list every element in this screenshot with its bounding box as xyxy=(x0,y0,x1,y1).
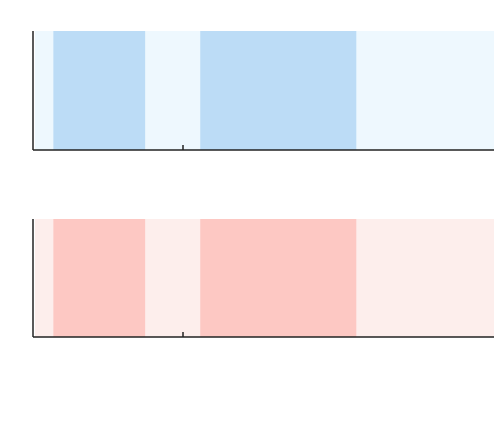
shaded-band-bottom-1 xyxy=(53,219,146,337)
shaded-band-top-1 xyxy=(53,31,146,150)
chart-panel-bottom xyxy=(32,219,494,338)
shaded-band-bottom-2 xyxy=(200,219,357,337)
chart-panel-top xyxy=(32,31,494,151)
shaded-band-top-2 xyxy=(200,31,357,150)
